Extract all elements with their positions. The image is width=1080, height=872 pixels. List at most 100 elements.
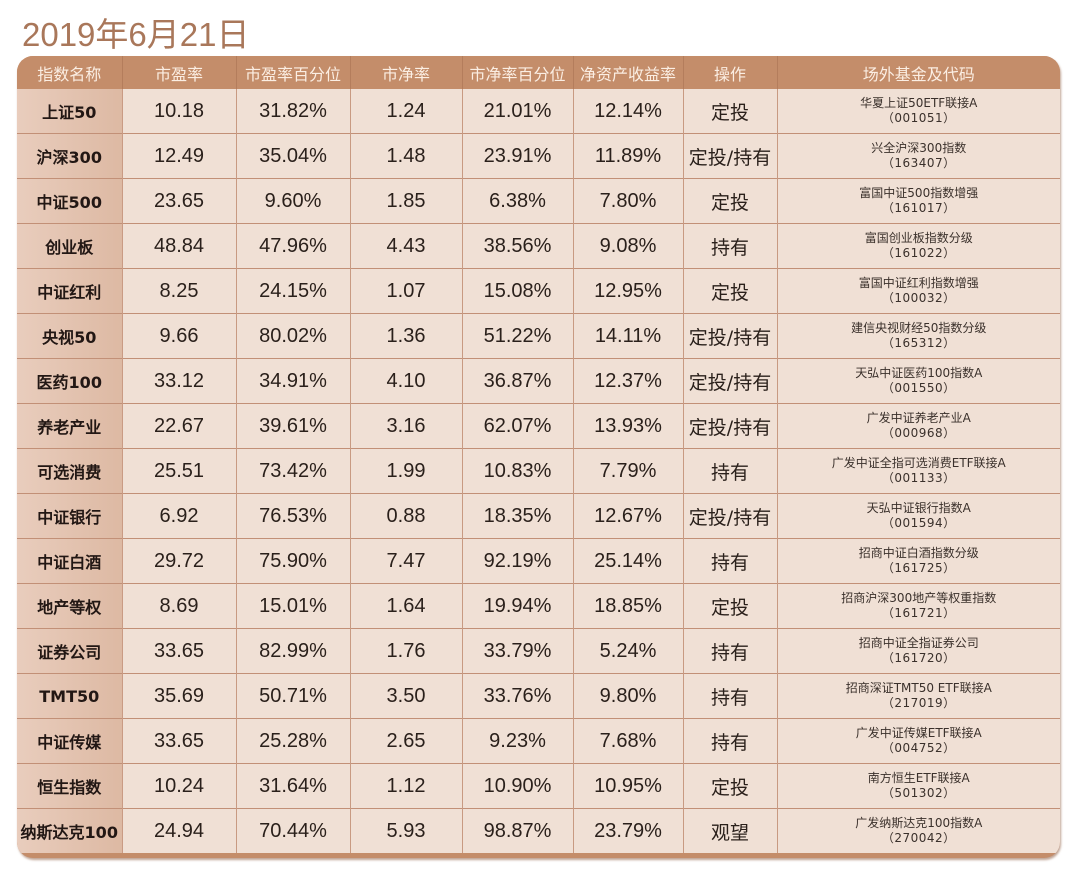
pb-value: 1.64: [350, 583, 463, 629]
header-index-name: 指数名称: [17, 56, 123, 89]
fund-name: 广发中证传媒ETF联接A: [855, 726, 982, 740]
pb-percentile-value: 98.87%: [462, 808, 574, 853]
index-name: TMT50: [17, 673, 123, 719]
roe-value: 10.95%: [573, 763, 684, 809]
fund-name: 招商中证全指证券公司: [858, 636, 979, 650]
fund-cell: 天弘中证医药100指数A （001550）: [777, 358, 1060, 404]
pe-value: 6.92: [122, 493, 237, 539]
table-row: 医药100 33.12 34.91% 4.10 36.87% 12.37% 定投…: [17, 358, 1060, 404]
fund-cell: 建信央视财经50指数分级 （165312）: [777, 313, 1060, 359]
header-fund: 场外基金及代码: [777, 56, 1060, 89]
fund-code: （161721）: [881, 606, 956, 620]
pe-percentile-value: 15.01%: [236, 583, 351, 629]
pe-value: 48.84: [122, 223, 237, 269]
roe-value: 18.85%: [573, 583, 684, 629]
pb-percentile-value: 51.22%: [462, 313, 574, 359]
fund-cell: 南方恒生ETF联接A （501302）: [777, 763, 1060, 809]
table-row: 地产等权 8.69 15.01% 1.64 19.94% 18.85% 定投 招…: [17, 583, 1060, 629]
header-pb: 市净率: [350, 56, 463, 89]
pe-value: 10.24: [122, 763, 237, 809]
fund-cell: 华夏上证50ETF联接A （001051）: [777, 89, 1060, 134]
pe-value: 8.25: [122, 268, 237, 314]
pb-percentile-value: 10.90%: [462, 763, 574, 809]
page-title: 2019年6月21日: [22, 16, 250, 53]
fund-code: （100032）: [881, 291, 956, 305]
action-value: 定投: [683, 89, 778, 134]
index-name: 养老产业: [17, 403, 123, 449]
pb-value: 1.24: [350, 89, 463, 134]
pb-percentile-value: 21.01%: [462, 89, 574, 134]
table-row: TMT50 35.69 50.71% 3.50 33.76% 9.80% 持有 …: [17, 673, 1060, 719]
pe-value: 24.94: [122, 808, 237, 853]
fund-cell: 广发纳斯达克100指数A （270042）: [777, 808, 1060, 853]
pe-value: 33.12: [122, 358, 237, 404]
action-value: 持有: [683, 223, 778, 269]
action-value: 定投/持有: [683, 493, 778, 539]
roe-value: 25.14%: [573, 538, 684, 584]
pe-percentile-value: 31.82%: [236, 89, 351, 134]
pe-percentile-value: 75.90%: [236, 538, 351, 584]
pe-value: 9.66: [122, 313, 237, 359]
table-row: 央视50 9.66 80.02% 1.36 51.22% 14.11% 定投/持…: [17, 313, 1060, 359]
pb-value: 4.43: [350, 223, 463, 269]
pb-value: 7.47: [350, 538, 463, 584]
fund-cell: 富国中证500指数增强 （161017）: [777, 178, 1060, 224]
fund-cell: 富国中证红利指数增强 （100032）: [777, 268, 1060, 314]
pb-percentile-value: 38.56%: [462, 223, 574, 269]
table-row: 中证500 23.65 9.60% 1.85 6.38% 7.80% 定投 富国…: [17, 178, 1060, 224]
roe-value: 14.11%: [573, 313, 684, 359]
pe-percentile-value: 9.60%: [236, 178, 351, 224]
action-value: 定投/持有: [683, 133, 778, 179]
action-value: 定投/持有: [683, 313, 778, 359]
fund-cell: 招商中证全指证券公司 （161720）: [777, 628, 1060, 674]
fund-code: （001051）: [881, 111, 956, 125]
pe-percentile-value: 24.15%: [236, 268, 351, 314]
header-pe-percentile: 市盈率百分位: [236, 56, 351, 89]
pe-percentile-value: 47.96%: [236, 223, 351, 269]
pe-value: 23.65: [122, 178, 237, 224]
index-name: 可选消费: [17, 448, 123, 494]
pe-value: 33.65: [122, 718, 237, 764]
roe-value: 7.68%: [573, 718, 684, 764]
pb-value: 1.36: [350, 313, 463, 359]
action-value: 定投: [683, 178, 778, 224]
pe-percentile-value: 35.04%: [236, 133, 351, 179]
table-row: 恒生指数 10.24 31.64% 1.12 10.90% 10.95% 定投 …: [17, 763, 1060, 809]
table-row: 养老产业 22.67 39.61% 3.16 62.07% 13.93% 定投/…: [17, 403, 1060, 449]
pe-value: 8.69: [122, 583, 237, 629]
index-name: 中证白酒: [17, 538, 123, 584]
pb-percentile-value: 6.38%: [462, 178, 574, 224]
action-value: 定投/持有: [683, 403, 778, 449]
fund-name: 招商沪深300地产等权重指数: [841, 591, 997, 605]
fund-code: （270042）: [881, 831, 956, 845]
pb-percentile-value: 36.87%: [462, 358, 574, 404]
action-value: 持有: [683, 673, 778, 719]
table-row: 中证红利 8.25 24.15% 1.07 15.08% 12.95% 定投 富…: [17, 268, 1060, 314]
fund-cell: 招商深证TMT50 ETF联接A （217019）: [777, 673, 1060, 719]
action-value: 观望: [683, 808, 778, 853]
pb-value: 2.65: [350, 718, 463, 764]
pe-value: 33.65: [122, 628, 237, 674]
pb-value: 4.10: [350, 358, 463, 404]
action-value: 定投: [683, 763, 778, 809]
pb-percentile-value: 9.23%: [462, 718, 574, 764]
pb-percentile-value: 15.08%: [462, 268, 574, 314]
table-row: 证券公司 33.65 82.99% 1.76 33.79% 5.24% 持有 招…: [17, 628, 1060, 674]
roe-value: 7.79%: [573, 448, 684, 494]
table-body: 上证50 10.18 31.82% 1.24 21.01% 12.14% 定投 …: [17, 89, 1060, 853]
pb-value: 1.12: [350, 763, 463, 809]
action-value: 定投/持有: [683, 358, 778, 404]
pe-value: 12.49: [122, 133, 237, 179]
pe-percentile-value: 73.42%: [236, 448, 351, 494]
pb-percentile-value: 92.19%: [462, 538, 574, 584]
table-row: 中证传媒 33.65 25.28% 2.65 9.23% 7.68% 持有 广发…: [17, 718, 1060, 764]
pb-percentile-value: 23.91%: [462, 133, 574, 179]
fund-cell: 广发中证养老产业A （000968）: [777, 403, 1060, 449]
fund-code: （004752）: [881, 741, 956, 755]
pe-percentile-value: 34.91%: [236, 358, 351, 404]
pe-percentile-value: 80.02%: [236, 313, 351, 359]
index-name: 证券公司: [17, 628, 123, 674]
fund-code: （001550）: [881, 381, 956, 395]
pb-value: 0.88: [350, 493, 463, 539]
fund-cell: 广发中证全指可选消费ETF联接A （001133）: [777, 448, 1060, 494]
